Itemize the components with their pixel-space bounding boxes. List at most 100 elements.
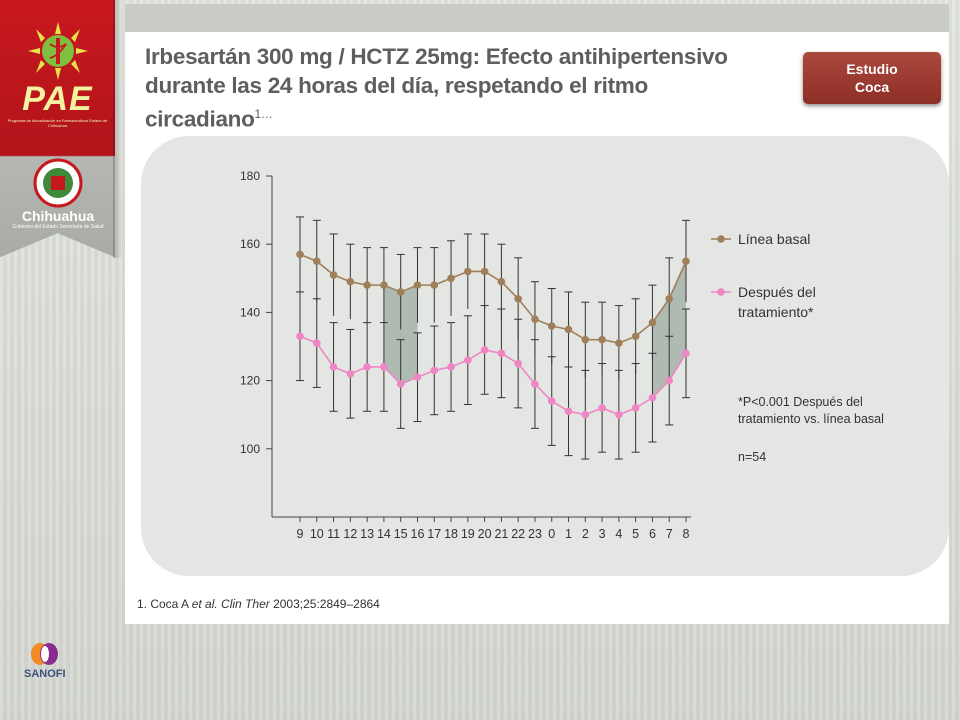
series-point (581, 335, 590, 344)
x-tick-label: 19 (461, 527, 475, 541)
series-point (430, 281, 439, 289)
ribbon-shadow (113, 0, 123, 258)
series-line (299, 335, 687, 416)
significance-note-line-2: tratamiento vs. línea basal (738, 412, 884, 426)
series-point (396, 288, 405, 296)
series-point (631, 332, 640, 341)
x-tick-label: 20 (478, 527, 492, 541)
chihuahua-logo-text: Chihuahua (21, 208, 95, 224)
x-tick-label: 16 (411, 527, 425, 541)
x-tick-label: 1 (565, 527, 572, 541)
series-point (648, 393, 657, 402)
series-point (380, 363, 388, 371)
legend-label-treatment-line-1: Después del (738, 284, 816, 300)
series-point (329, 271, 338, 279)
y-tick-label: 180 (240, 169, 260, 183)
sanofi-logo-icon (31, 643, 58, 665)
series-point (682, 257, 690, 266)
footnote-italic: et al. Clin Ther (191, 597, 270, 611)
series-point (413, 281, 422, 289)
x-tick-label: 9 (297, 527, 304, 541)
pae-sun-logo-icon (28, 22, 88, 80)
series-point (363, 281, 371, 289)
series-point (514, 359, 522, 368)
x-tick-label: 0 (548, 527, 555, 541)
legend-marker-baseline (717, 235, 725, 243)
series-point (480, 267, 489, 276)
y-tick-label: 140 (240, 305, 260, 319)
x-tick-label: 10 (310, 527, 324, 541)
study-coca-button[interactable]: Estudio Coca (803, 52, 941, 104)
slide-top-bar (125, 4, 949, 32)
x-tick-label: 5 (632, 527, 639, 541)
series-point (631, 404, 640, 412)
series-point (665, 376, 674, 385)
series-point (296, 250, 304, 259)
legend-label-baseline: Línea basal (738, 231, 810, 247)
series-point (396, 380, 405, 388)
series-point (682, 349, 690, 358)
series-point (447, 274, 455, 283)
y-tick-label: 120 (240, 374, 260, 388)
slide-title: Irbesartán 300 mg / HCTZ 25mg: Efecto an… (145, 42, 785, 134)
series-point (329, 363, 338, 371)
x-tick-label: 14 (377, 527, 391, 541)
legend-marker-treatment (717, 288, 725, 296)
series-point (531, 380, 539, 388)
series-point (598, 335, 606, 344)
x-tick-label: 11 (327, 527, 340, 541)
slide: Irbesartán 300 mg / HCTZ 25mg: Efecto an… (125, 4, 949, 624)
series-point (312, 257, 321, 266)
series-point (547, 397, 556, 405)
series-point (346, 277, 355, 286)
study-label-line-1: Estudio (846, 61, 898, 77)
x-tick-label: 23 (528, 527, 542, 541)
chihuahua-subtitle: Gobierno del Estado Secretaría de Salud (12, 224, 104, 230)
pae-subtitle: Programa de Actualización en Farmacéutic… (7, 118, 108, 128)
title-line-2: durante las 24 horas del día, respetando… (145, 73, 648, 98)
series-point (564, 407, 573, 416)
title-line-3: circadiano (145, 106, 255, 132)
series-point (380, 281, 388, 289)
footnote-prefix: 1. Coca A (137, 597, 192, 611)
x-tick-label: 12 (343, 527, 357, 541)
x-tick-label: 7 (666, 527, 673, 541)
shaded-region (383, 285, 418, 385)
series-point (564, 325, 573, 334)
series-point (598, 404, 606, 412)
pae-logo-text: PAE (22, 80, 93, 118)
title-superscript: 1… (254, 107, 273, 121)
series-point (648, 318, 657, 327)
series-point (615, 339, 623, 347)
series-point (514, 294, 522, 303)
x-tick-label: 21 (494, 527, 508, 541)
series-point (464, 356, 472, 364)
series-point (480, 346, 489, 354)
x-tick-label: 17 (427, 527, 441, 541)
series-point (312, 339, 321, 347)
reference-footnote: 1. Coca A et al. Clin Ther 2003;25:2849–… (137, 597, 380, 611)
x-tick-label: 6 (649, 527, 656, 541)
x-tick-label: 4 (615, 527, 622, 541)
series-point (665, 294, 674, 303)
series-point (430, 366, 439, 375)
series-point (464, 267, 472, 276)
chihuahua-seal-icon (33, 158, 83, 208)
series-point (547, 322, 556, 330)
x-tick-label: 8 (683, 527, 690, 541)
x-tick-label: 13 (360, 527, 374, 541)
title-line-1: Irbesartán 300 mg / HCTZ 25mg: Efecto an… (145, 44, 728, 69)
series-point (447, 363, 455, 371)
footnote-suffix: 2003;25:2849–2864 (269, 597, 380, 611)
series-point (531, 315, 539, 324)
x-tick-label: 22 (511, 527, 525, 541)
chart-panel: 100 120 140 160 180 9 10 11 12 13 14 15 16 17 18 19 20 21… (141, 136, 949, 576)
study-label-line-2: Coca (854, 79, 890, 95)
significance-note-line-1: *P<0.001 Después del (738, 395, 863, 409)
series-point (363, 363, 371, 371)
series-point (581, 410, 590, 419)
series-point (497, 277, 506, 286)
series-point (497, 349, 506, 358)
sample-size-note: n=54 (738, 450, 766, 464)
